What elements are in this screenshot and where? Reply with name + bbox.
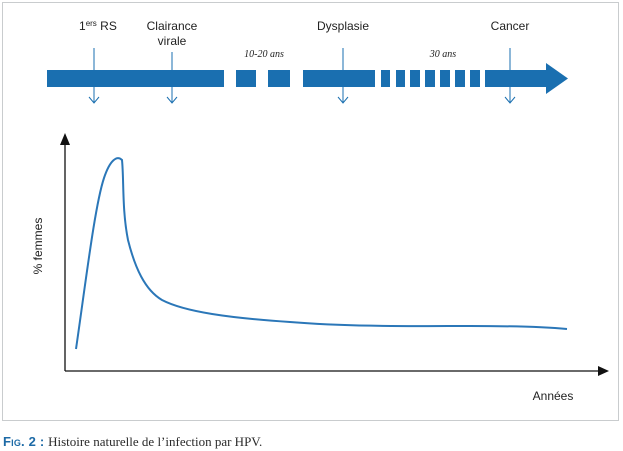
event-markers bbox=[88, 48, 516, 104]
timeline-segment bbox=[440, 70, 450, 87]
timeline-segment bbox=[470, 70, 480, 87]
timeline-segment bbox=[410, 70, 420, 87]
arrow-right-icon bbox=[598, 366, 609, 376]
arrow-up-icon bbox=[60, 133, 70, 145]
duration-label-30: 30 ans bbox=[429, 49, 457, 60]
event-label-cancer: Cancer bbox=[491, 19, 530, 33]
arrow-down-icon bbox=[504, 48, 516, 104]
timeline-segment bbox=[236, 70, 256, 87]
timeline bbox=[47, 63, 568, 94]
timeline-segment bbox=[485, 70, 548, 87]
timeline-segment bbox=[268, 70, 290, 87]
timeline-segment bbox=[303, 70, 375, 87]
timeline-segment bbox=[396, 70, 405, 87]
figure-caption-text: Histoire naturelle de l’infection par HP… bbox=[48, 434, 263, 449]
timeline-segment bbox=[425, 70, 435, 87]
arrow-down-icon bbox=[166, 52, 178, 104]
infection-curve bbox=[75, 157, 568, 350]
timeline-segment bbox=[381, 70, 390, 87]
duration-label-10-20: 10-20 ans bbox=[244, 49, 284, 60]
event-label-first-intercourse: 1ers RS bbox=[79, 19, 117, 33]
timeline-segment bbox=[47, 70, 224, 87]
figure-number: Fig. 2 : bbox=[3, 434, 45, 449]
event-label-viral-clearance: Clairance bbox=[147, 19, 198, 33]
y-axis-label: % femmes bbox=[31, 218, 45, 275]
arrow-down-icon bbox=[337, 48, 349, 104]
graph-axes bbox=[64, 143, 600, 372]
event-label-dysplasia: Dysplasie bbox=[317, 19, 369, 33]
arrow-right-icon bbox=[546, 63, 568, 94]
event-label-viral-clearance-line2: virale bbox=[158, 34, 187, 48]
x-axis-label: Années bbox=[533, 389, 574, 403]
arrow-down-icon bbox=[88, 48, 100, 104]
figure-caption: Fig. 2 : Histoire naturelle de l’infecti… bbox=[3, 434, 262, 450]
timeline-segment bbox=[455, 70, 465, 87]
